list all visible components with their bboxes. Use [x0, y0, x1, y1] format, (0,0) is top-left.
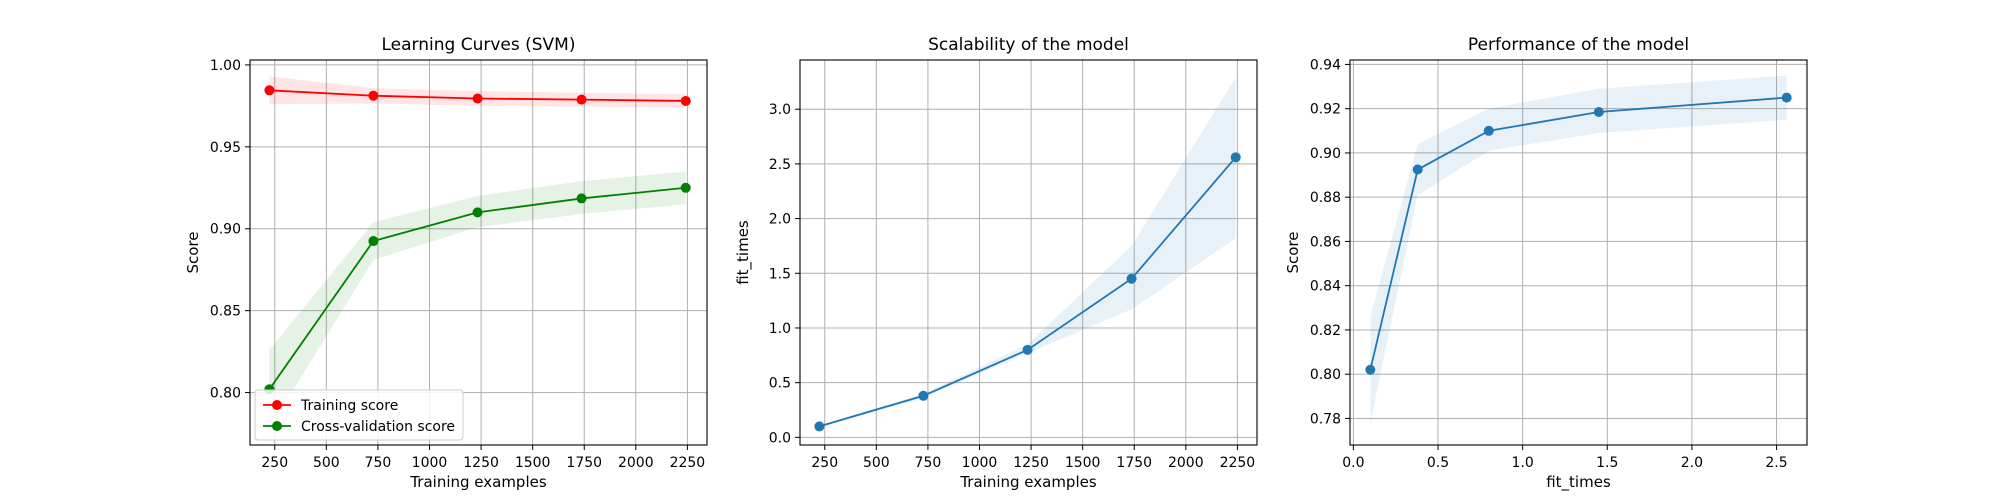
legend-label: Training score [300, 398, 398, 414]
x-tick-label: 750 [365, 455, 392, 471]
x-tick-label: 750 [915, 455, 942, 471]
x-tick-label: 500 [313, 455, 340, 471]
x-tick-label: 2000 [618, 455, 654, 471]
y-tick-label: 0.78 [1310, 411, 1341, 427]
y-tick-label: 0.5 [769, 376, 791, 392]
data-point [1022, 344, 1033, 355]
x-tick-label: 1.0 [1512, 455, 1534, 471]
confidence-band [269, 171, 686, 429]
y-tick-label: 2.5 [769, 157, 791, 173]
y-tick-label: 0.88 [1310, 190, 1341, 206]
x-tick-label: 0.0 [1342, 455, 1364, 471]
data-point [680, 182, 691, 193]
legend-marker [272, 400, 282, 410]
confidence-band [819, 77, 1236, 428]
data-point [1412, 164, 1423, 175]
x-tick-label: 1000 [412, 455, 448, 471]
x-tick-label: 500 [863, 455, 890, 471]
x-tick-label: 1750 [566, 455, 602, 471]
axes-frame [1349, 59, 1808, 446]
data-point [814, 421, 825, 432]
y-tick-label: 0.80 [1310, 367, 1341, 383]
y-tick-label: 1.00 [210, 58, 241, 74]
y-axis-label: fit_times [734, 220, 753, 285]
axes-frame [799, 59, 1258, 446]
data-point [1593, 106, 1604, 117]
x-tick-label: 2250 [670, 455, 706, 471]
plot-title: Performance of the model [1468, 35, 1689, 55]
x-tick-label: 2000 [1168, 455, 1204, 471]
x-tick-label: 250 [811, 455, 838, 471]
y-tick-label: 2.0 [769, 212, 791, 228]
learning-curves-plot: Learning Curves (SVM) Training examples … [184, 35, 708, 491]
performance-plot: Performance of the model fit_times Score… [1284, 35, 1808, 492]
x-tick-label: 1.5 [1596, 455, 1618, 471]
data-point [472, 93, 483, 104]
x-tick-label: 1250 [463, 455, 499, 471]
x-tick-label: 1750 [1116, 455, 1152, 471]
x-tick-label: 2250 [1220, 455, 1256, 471]
data-point [918, 390, 929, 401]
confidence-band [1370, 75, 1787, 423]
legend-box [254, 389, 464, 441]
y-axis-label: Score [1284, 231, 1302, 273]
x-tick-label: 2.0 [1681, 455, 1703, 471]
y-tick-label: 0.82 [1310, 323, 1341, 339]
y-tick-label: 1.0 [769, 321, 791, 337]
y-tick-label: 0.0 [769, 430, 791, 446]
x-axis-label: Training examples [959, 473, 1097, 491]
data-point [368, 90, 379, 101]
scalability-plot: Scalability of the model Training exampl… [734, 35, 1258, 491]
x-tick-label: 0.5 [1427, 455, 1449, 471]
plot-title: Learning Curves (SVM) [382, 35, 576, 55]
plot-title: Scalability of the model [928, 35, 1129, 55]
data-point [576, 193, 587, 204]
y-tick-label: 0.92 [1310, 102, 1341, 118]
y-tick-label: 0.85 [210, 304, 241, 320]
x-axis-label: fit_times [1546, 473, 1611, 492]
legend-label: Cross-validation score [301, 419, 455, 435]
data-point [1365, 364, 1376, 375]
y-tick-label: 0.90 [210, 222, 241, 238]
x-axis-label: Training examples [409, 473, 547, 491]
y-tick-label: 1.5 [769, 266, 791, 282]
data-point [576, 94, 587, 105]
data-point [368, 236, 379, 247]
data-point [680, 95, 691, 106]
x-tick-label: 1500 [515, 455, 551, 471]
y-tick-label: 0.80 [210, 386, 241, 402]
data-point [1230, 152, 1241, 163]
x-tick-label: 1250 [1013, 455, 1049, 471]
y-axis-label: Score [184, 231, 202, 273]
data-point [1126, 273, 1137, 284]
x-tick-label: 1500 [1065, 455, 1101, 471]
y-tick-label: 0.94 [1310, 57, 1341, 73]
data-point [472, 207, 483, 218]
x-tick-label: 1000 [962, 455, 998, 471]
y-tick-label: 0.95 [210, 140, 241, 156]
axes-frame [249, 59, 708, 446]
y-tick-label: 0.84 [1310, 279, 1341, 295]
grid [800, 60, 1257, 445]
x-tick-label: 250 [261, 455, 288, 471]
x-tick-label: 2.5 [1765, 455, 1787, 471]
y-tick-label: 0.86 [1310, 234, 1341, 250]
grid [250, 60, 707, 445]
data-point [264, 85, 275, 96]
y-tick-label: 0.90 [1310, 146, 1341, 162]
y-tick-label: 3.0 [769, 102, 791, 118]
legend-marker [272, 421, 282, 431]
data-point [1483, 125, 1494, 136]
data-point [1781, 92, 1792, 103]
